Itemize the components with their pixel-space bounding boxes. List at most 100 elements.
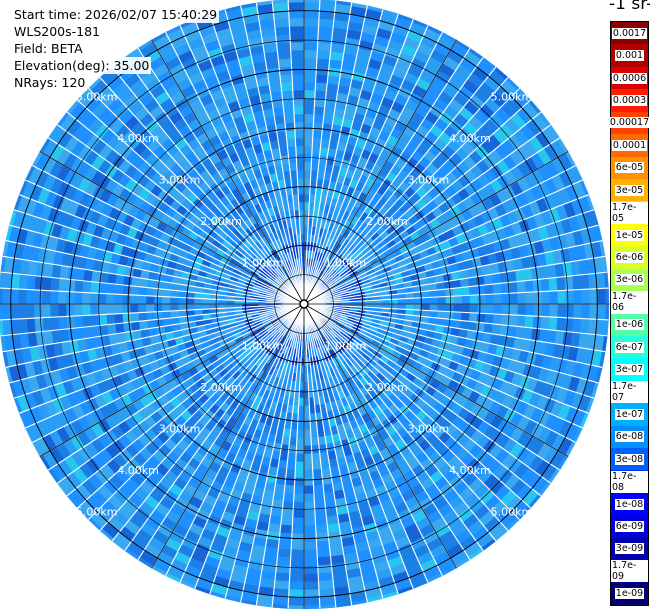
range-gate-cell <box>313 106 325 116</box>
range-gate-cell <box>421 303 431 311</box>
range-ring-label: 2.00km <box>200 381 242 394</box>
range-gate-cell <box>517 303 527 316</box>
range-gate-cell <box>453 303 463 313</box>
colorbar-tick-label: 0.001 <box>614 50 645 62</box>
range-gate-cell <box>1 303 11 321</box>
range-gate-cell <box>177 297 187 305</box>
range-gate-cell <box>82 314 92 328</box>
colorbar-tick-label: 0.0001 <box>611 139 648 151</box>
range-gate-cell <box>161 303 171 312</box>
range-gate-cell <box>557 290 567 305</box>
colorbar-tick-label: 1e-05 <box>614 229 645 241</box>
range-gate-cell <box>276 42 291 52</box>
range-ring-label: 3.00km <box>159 174 201 187</box>
instrument-label: WLS200s-181 <box>12 23 102 40</box>
range-gate-cell <box>303 445 313 455</box>
range-gate-cell <box>293 501 305 511</box>
range-gate-cell <box>285 468 296 478</box>
range-gate-cell <box>287 1 305 11</box>
colorbar-step: 0.0017 <box>611 22 648 45</box>
range-gate-cell <box>284 476 296 486</box>
range-gate-cell <box>323 491 336 502</box>
range-gate-cell <box>315 74 329 84</box>
range-gate-cell <box>317 26 334 36</box>
range-gate-cell <box>113 303 123 315</box>
range-ring-label: 4.00km <box>449 132 491 145</box>
range-gate-cell <box>483 322 494 334</box>
range-gate-cell <box>303 469 314 479</box>
range-ring-label: 4.00km <box>117 464 159 477</box>
range-gate-cell <box>289 25 305 35</box>
range-gate-cell <box>461 303 471 313</box>
range-gate-cell <box>286 138 296 148</box>
colorbar-tick-label: 0.0006 <box>611 72 648 84</box>
range-gate-cell <box>460 286 470 296</box>
range-gate-cell <box>556 276 566 291</box>
range-gate-cell <box>273 18 290 28</box>
colorbar-step: 0.0001 <box>611 134 648 157</box>
colorbar-step: 6e-05 <box>611 156 648 179</box>
range-gate-cell <box>303 137 313 147</box>
range-gate-cell <box>295 453 305 463</box>
colorbar-step: 3e-08 <box>611 448 648 471</box>
range-gate-cell <box>421 297 431 305</box>
range-gate-cell <box>287 0 305 3</box>
range-gate-cell <box>284 122 296 132</box>
range-gate-cell <box>58 278 68 292</box>
range-gate-cell <box>303 533 317 543</box>
range-ring-label: 5.00km <box>76 91 118 104</box>
range-gate-cell <box>525 303 535 317</box>
range-gate-cell <box>274 572 291 582</box>
range-gate-cell <box>429 303 439 312</box>
range-gate-cell <box>280 82 294 92</box>
range-gate-cell <box>106 272 117 285</box>
range-gate-cell <box>65 303 75 317</box>
range-gate-cell <box>18 318 28 335</box>
colorbar-tick-label: 1.7e-06 <box>611 291 648 314</box>
range-gate-cell <box>312 122 324 132</box>
range-gate-cell <box>313 114 325 124</box>
range-gate-cell <box>581 288 591 305</box>
colorbar-tick-label: 1e-06 <box>614 319 645 331</box>
range-ring-label: 4.00km <box>117 132 159 145</box>
range-gate-cell <box>484 313 494 325</box>
range-gate-cell <box>303 437 312 447</box>
range-gate-cell <box>58 316 68 330</box>
range-gate-cell <box>169 296 179 305</box>
range-gate-cell <box>138 312 148 322</box>
range-gate-cell <box>273 580 290 590</box>
colorbar-tick-label: 3e-09 <box>614 543 645 555</box>
range-gate-cell <box>145 303 155 313</box>
range-gate-cell <box>477 303 487 314</box>
colorbar: 0.0017 0.001 0.0006 0.0003 0.00017 0.0001 6e-0… <box>608 21 650 606</box>
range-gate-cell <box>468 312 478 323</box>
range-gate-cell <box>303 477 314 487</box>
range-gate-cell <box>316 50 331 60</box>
range-gate-cell <box>303 129 314 139</box>
range-gate-cell <box>314 90 327 100</box>
range-ring-label: 1.00km <box>242 339 284 352</box>
range-gate-cell <box>303 541 318 551</box>
range-gate-cell <box>319 2 336 12</box>
range-gate-cell <box>129 303 139 314</box>
range-gate-cell <box>18 273 28 290</box>
range-ring-label: 1.00km <box>325 339 367 352</box>
range-gate-cell <box>492 313 502 325</box>
range-gate-cell <box>303 81 316 91</box>
range-gate-cell <box>508 281 518 294</box>
range-gate-cell <box>303 453 313 463</box>
range-gate-cell <box>169 303 179 312</box>
range-gate-cell <box>290 49 305 59</box>
range-gate-cell <box>323 106 336 117</box>
range-gate-cell <box>317 556 332 566</box>
range-gate-cell <box>516 280 526 294</box>
range-gate-cell <box>2 272 12 289</box>
range-gate-cell <box>279 524 293 534</box>
range-gate-cell <box>281 508 294 518</box>
range-gate-cell <box>311 146 321 156</box>
range-gate-cell <box>291 73 305 83</box>
colorbar-step: 0.00017 <box>608 111 650 135</box>
range-gate-cell <box>274 114 286 125</box>
colorbar-tick-label: 3e-05 <box>614 184 645 196</box>
range-gate-cell <box>292 517 305 527</box>
